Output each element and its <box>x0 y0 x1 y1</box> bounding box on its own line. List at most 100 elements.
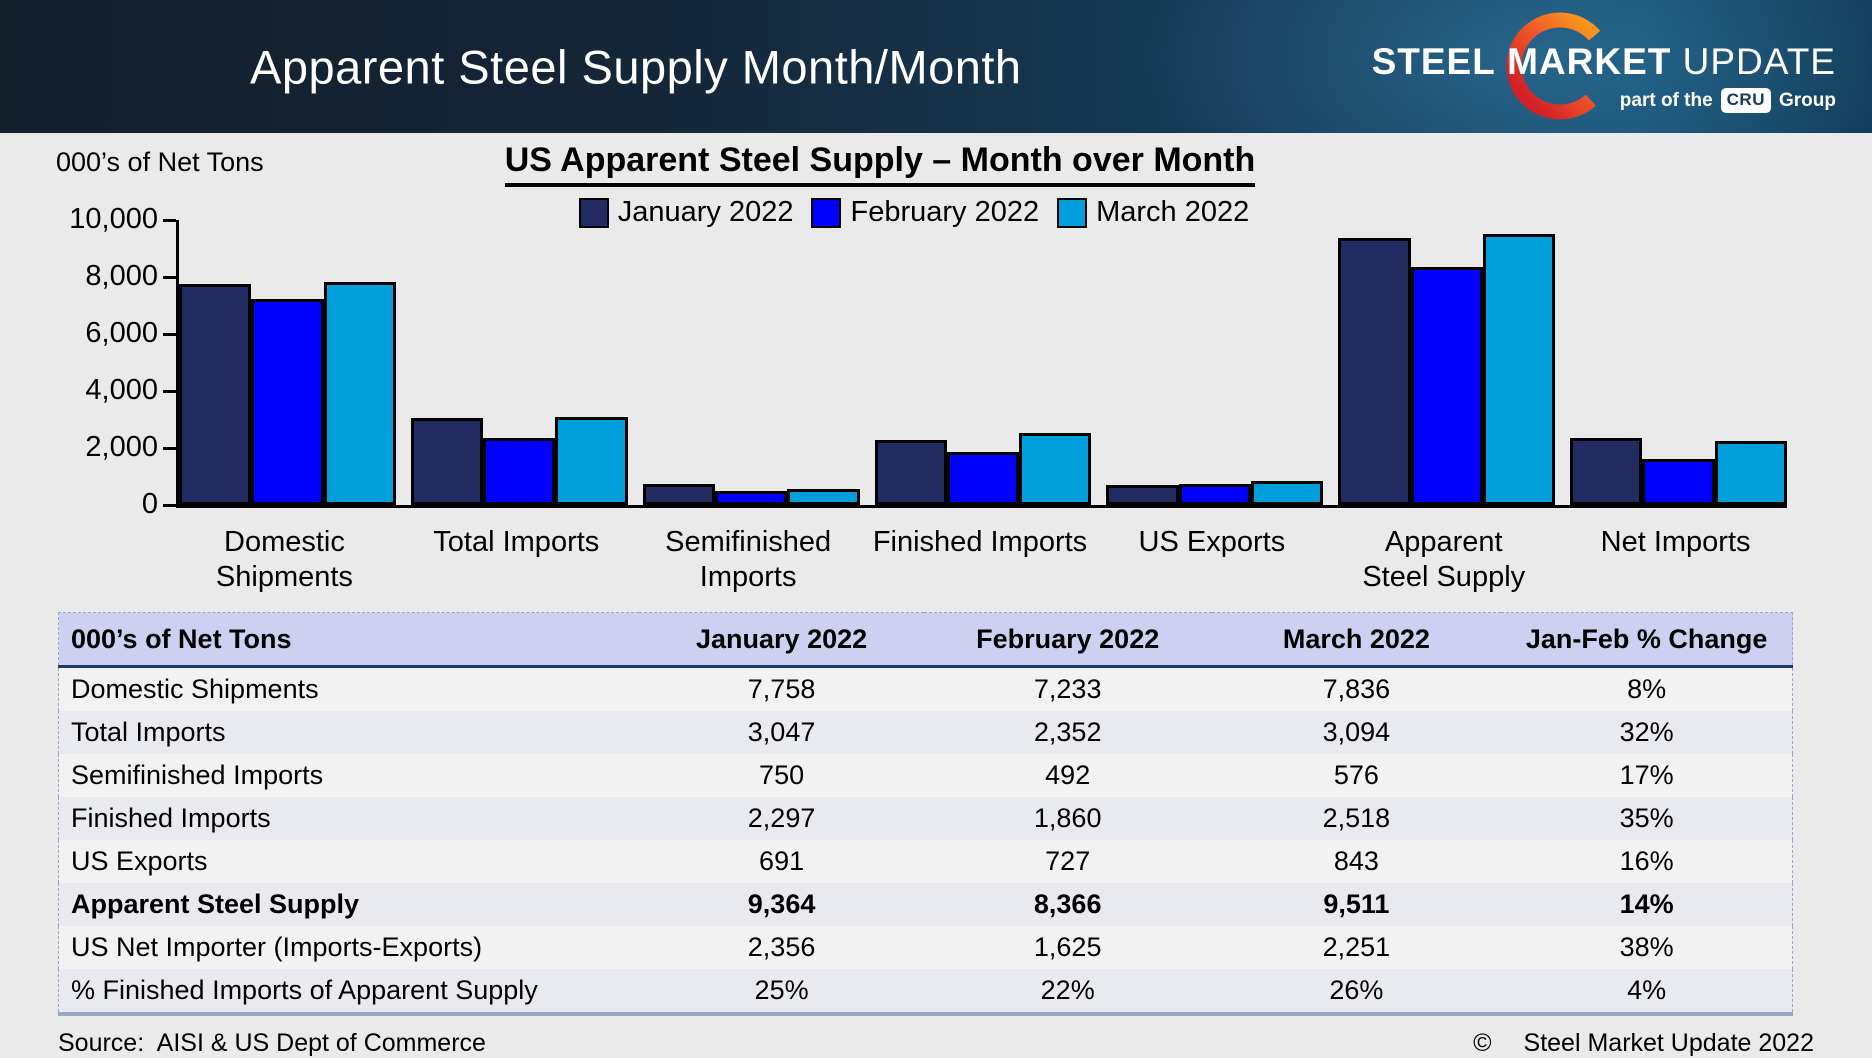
y-tick-mark <box>163 333 176 336</box>
x-axis-label: Finished Imports <box>872 526 1088 558</box>
legend-swatch <box>578 197 609 228</box>
table-row: Domestic Shipments 7,758 7,233 7,836 8% <box>58 666 1793 711</box>
bar-january-2022 <box>1570 437 1643 505</box>
bar-group <box>642 220 860 505</box>
table-header-cell: February 2022 <box>923 612 1212 668</box>
cell-value: 26% <box>1329 975 1384 1005</box>
bar-group <box>874 220 1092 505</box>
x-axis-label: Net Imports <box>1600 526 1751 558</box>
cell-value: 2,251 <box>1322 932 1391 962</box>
y-tick-label: 6,000 <box>85 317 158 349</box>
cell-value: 7,836 <box>1322 674 1391 704</box>
cell-value: 22% <box>1040 975 1095 1005</box>
legend-swatch <box>1057 197 1088 228</box>
cell-value: 4% <box>1627 975 1667 1005</box>
cell-value: 2,297 <box>747 803 816 833</box>
y-tick-label: 8,000 <box>85 260 158 292</box>
bar-january-2022 <box>1106 485 1179 505</box>
cell-value: 2,518 <box>1322 803 1391 833</box>
row-label: % Finished Imports of Apparent Supply <box>71 975 538 1005</box>
tagline-prefix: part of the <box>1619 89 1713 111</box>
cell-value: 8,366 <box>1033 889 1102 919</box>
logo-word-market: MARKET <box>1507 41 1672 82</box>
bar-february-2022 <box>715 490 788 505</box>
cell-value: 16% <box>1619 846 1674 876</box>
row-label: Apparent Steel Supply <box>71 889 360 919</box>
cell-value: 17% <box>1619 760 1674 790</box>
bar-january-2022 <box>1338 238 1411 505</box>
cell-value: 2,356 <box>747 932 816 962</box>
legend-label: March 2022 <box>1096 196 1250 228</box>
footer-credit: © Steel Market Update 2022 <box>1473 1029 1814 1058</box>
cell-value: 691 <box>759 846 805 876</box>
bar-january-2022 <box>179 283 252 505</box>
copyright-symbol: © <box>1473 1029 1492 1057</box>
table-row: Total Imports 3,047 2,352 3,094 32% <box>58 711 1793 754</box>
bar-group <box>1570 220 1787 505</box>
legend-item: March 2022 <box>1057 196 1249 229</box>
crescent-icon <box>1506 12 1614 120</box>
credit-text: Steel Market Update 2022 <box>1523 1029 1814 1057</box>
bar-group <box>1106 220 1324 505</box>
bar-january-2022 <box>410 418 484 505</box>
cell-value: 8% <box>1627 674 1667 704</box>
bar-march-2022 <box>555 416 628 505</box>
bar-march-2022 <box>1482 233 1556 505</box>
cell-value: 35% <box>1619 803 1674 833</box>
bar-february-2022 <box>1642 458 1715 505</box>
bar-group <box>179 220 396 505</box>
cell-value: 492 <box>1045 760 1091 790</box>
legend-label: February 2022 <box>850 196 1040 228</box>
logo-wordmark: STEEL MARKET UPDATE <box>1372 41 1836 83</box>
row-label: Finished Imports <box>71 803 271 833</box>
x-axis-label: Apparent Steel Supply <box>1362 526 1526 593</box>
cell-value: 2,352 <box>1033 717 1102 747</box>
x-axis-label: Domestic Shipments <box>215 526 353 593</box>
bar-group <box>410 220 628 505</box>
logo-tagline: part of the CRU Group <box>1620 88 1836 113</box>
row-label: US Exports <box>71 846 208 876</box>
footer: Source: AISI & US Dept of Commerce © Ste… <box>0 1016 1872 1058</box>
cell-value: 1,860 <box>1033 803 1102 833</box>
bar-march-2022 <box>1019 433 1092 505</box>
cell-value: 750 <box>759 760 805 790</box>
cell-value: 576 <box>1333 760 1379 790</box>
bar-march-2022 <box>1251 480 1324 505</box>
bar-february-2022 <box>1178 484 1251 505</box>
legend-item: January 2022 <box>578 196 793 229</box>
row-label: Semifinished Imports <box>71 760 324 790</box>
table-row: US Exports 691 727 843 16% <box>58 840 1793 883</box>
bar-february-2022 <box>946 452 1020 505</box>
row-label: US Net Importer (Imports-Exports) <box>71 932 483 962</box>
y-tick-label: 0 <box>141 488 158 520</box>
cru-badge: CRU <box>1720 88 1771 113</box>
header-banner: Apparent Steel Supply Month/Month STEEL … <box>0 0 1872 133</box>
x-axis-labels: Domestic Shipments Total Imports Semifinis… <box>176 525 1784 595</box>
y-tick-label: 4,000 <box>85 374 158 406</box>
table-row: Apparent Steel Supply 9,364 8,366 9,511 14% <box>58 883 1793 926</box>
y-axis-units-label: 000’s of Net Tons <box>56 147 264 177</box>
chart-legend: January 2022 February 2022 March 2022 <box>0 196 1828 229</box>
cell-value: 843 <box>1333 846 1379 876</box>
table-row: Semifinished Imports 750 492 576 17% <box>58 754 1793 797</box>
table-row: US Net Importer (Imports-Exports) 2,356 1,… <box>58 926 1793 969</box>
table-row: Finished Imports 2,297 1,860 2,518 35% <box>58 797 1793 840</box>
y-tick-mark <box>163 504 176 507</box>
table-header-cell: 000’s of Net Tons <box>58 612 640 668</box>
y-tick-mark <box>163 276 176 279</box>
bar-march-2022 <box>1714 440 1787 505</box>
table-header-row: 000’s of Net Tons January 2022 February 20… <box>58 612 1793 668</box>
cell-value: 7,758 <box>747 674 816 704</box>
cell-value: 9,364 <box>747 889 816 919</box>
y-tick-mark <box>163 390 176 393</box>
steel-market-update-logo: STEEL MARKET UPDATE part of the CRU Grou… <box>1364 0 1844 133</box>
cell-value: 3,047 <box>747 717 816 747</box>
legend-item: February 2022 <box>811 196 1039 229</box>
y-tick-mark <box>163 219 176 222</box>
bar-january-2022 <box>874 439 947 505</box>
bar-february-2022 <box>251 298 324 505</box>
cell-value: 727 <box>1045 846 1091 876</box>
table-header-cell: January 2022 <box>639 612 924 668</box>
table-row: % Finished Imports of Apparent Supply 25%… <box>58 969 1793 1014</box>
cell-value: 3,094 <box>1322 717 1391 747</box>
